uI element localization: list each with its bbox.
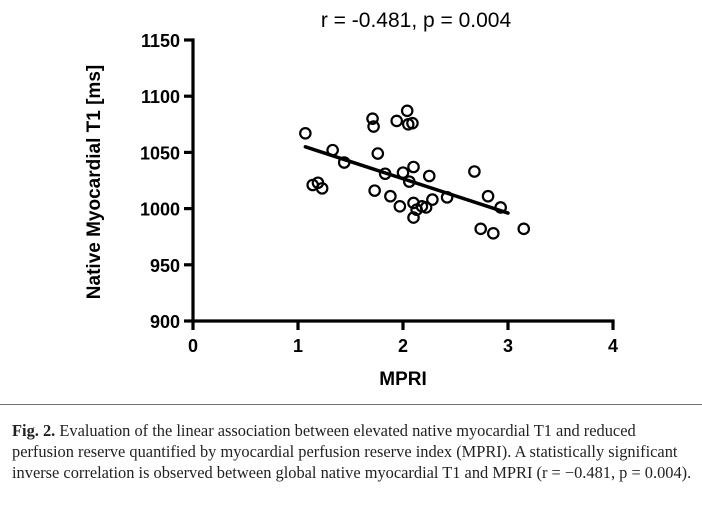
data-point [517, 222, 531, 236]
y-tick-label: 1100 [141, 87, 180, 107]
x-tick-label: 4 [608, 336, 618, 356]
data-point [494, 201, 507, 214]
y-tick-label: 1000 [140, 200, 180, 220]
data-point [407, 211, 420, 224]
data-point [474, 222, 487, 236]
data-point [378, 167, 392, 181]
data-point [368, 184, 381, 197]
x-axis-label: MPRI [379, 369, 427, 390]
data-point [371, 147, 385, 160]
data-point [315, 182, 329, 195]
data-point [366, 112, 379, 125]
x-tick-label: 2 [398, 336, 408, 356]
figure-caption: Fig. 2. Evaluation of the linear associa… [12, 420, 692, 483]
data-point [486, 227, 500, 240]
data-point [367, 120, 380, 133]
y-tick-label: 1150 [141, 31, 180, 51]
y-tick-label: 1050 [140, 143, 180, 163]
regression-line-group [303, 145, 510, 215]
data-point [481, 189, 495, 203]
y-axis-label: Native Myocardial T1 [ms] [84, 65, 105, 299]
data-point [299, 126, 312, 140]
caption-label: Fig. 2. [12, 421, 56, 440]
data-point [393, 200, 407, 213]
x-tick-label: 0 [188, 336, 198, 356]
x-tick-label: 3 [503, 336, 513, 356]
x-tick-label: 1 [293, 336, 303, 356]
data-point [419, 201, 433, 214]
data-point [468, 165, 481, 178]
data-point [326, 143, 339, 157]
axes: 900 950 1000 1050 1100 1150 0 1 2 3 4 [140, 31, 618, 356]
data-point [384, 189, 397, 203]
scatter-chart: r = -0.481, p = 0.004 Native Myocardial … [84, 9, 618, 390]
regression-line [303, 145, 510, 215]
caption-text: Evaluation of the linear association bet… [12, 421, 692, 482]
data-points [299, 104, 531, 240]
y-tick-label: 950 [150, 256, 180, 276]
data-point [337, 156, 351, 169]
data-point [390, 114, 403, 128]
data-point [396, 166, 410, 179]
data-point [440, 191, 454, 204]
caption-divider [0, 404, 702, 405]
data-point [400, 104, 414, 118]
data-point [406, 116, 419, 130]
data-point [402, 175, 416, 188]
data-point [426, 193, 439, 206]
data-point [407, 160, 420, 174]
chart-title: r = -0.481, p = 0.004 [321, 9, 512, 32]
data-point [422, 169, 436, 183]
y-tick-label: 900 [150, 312, 180, 332]
